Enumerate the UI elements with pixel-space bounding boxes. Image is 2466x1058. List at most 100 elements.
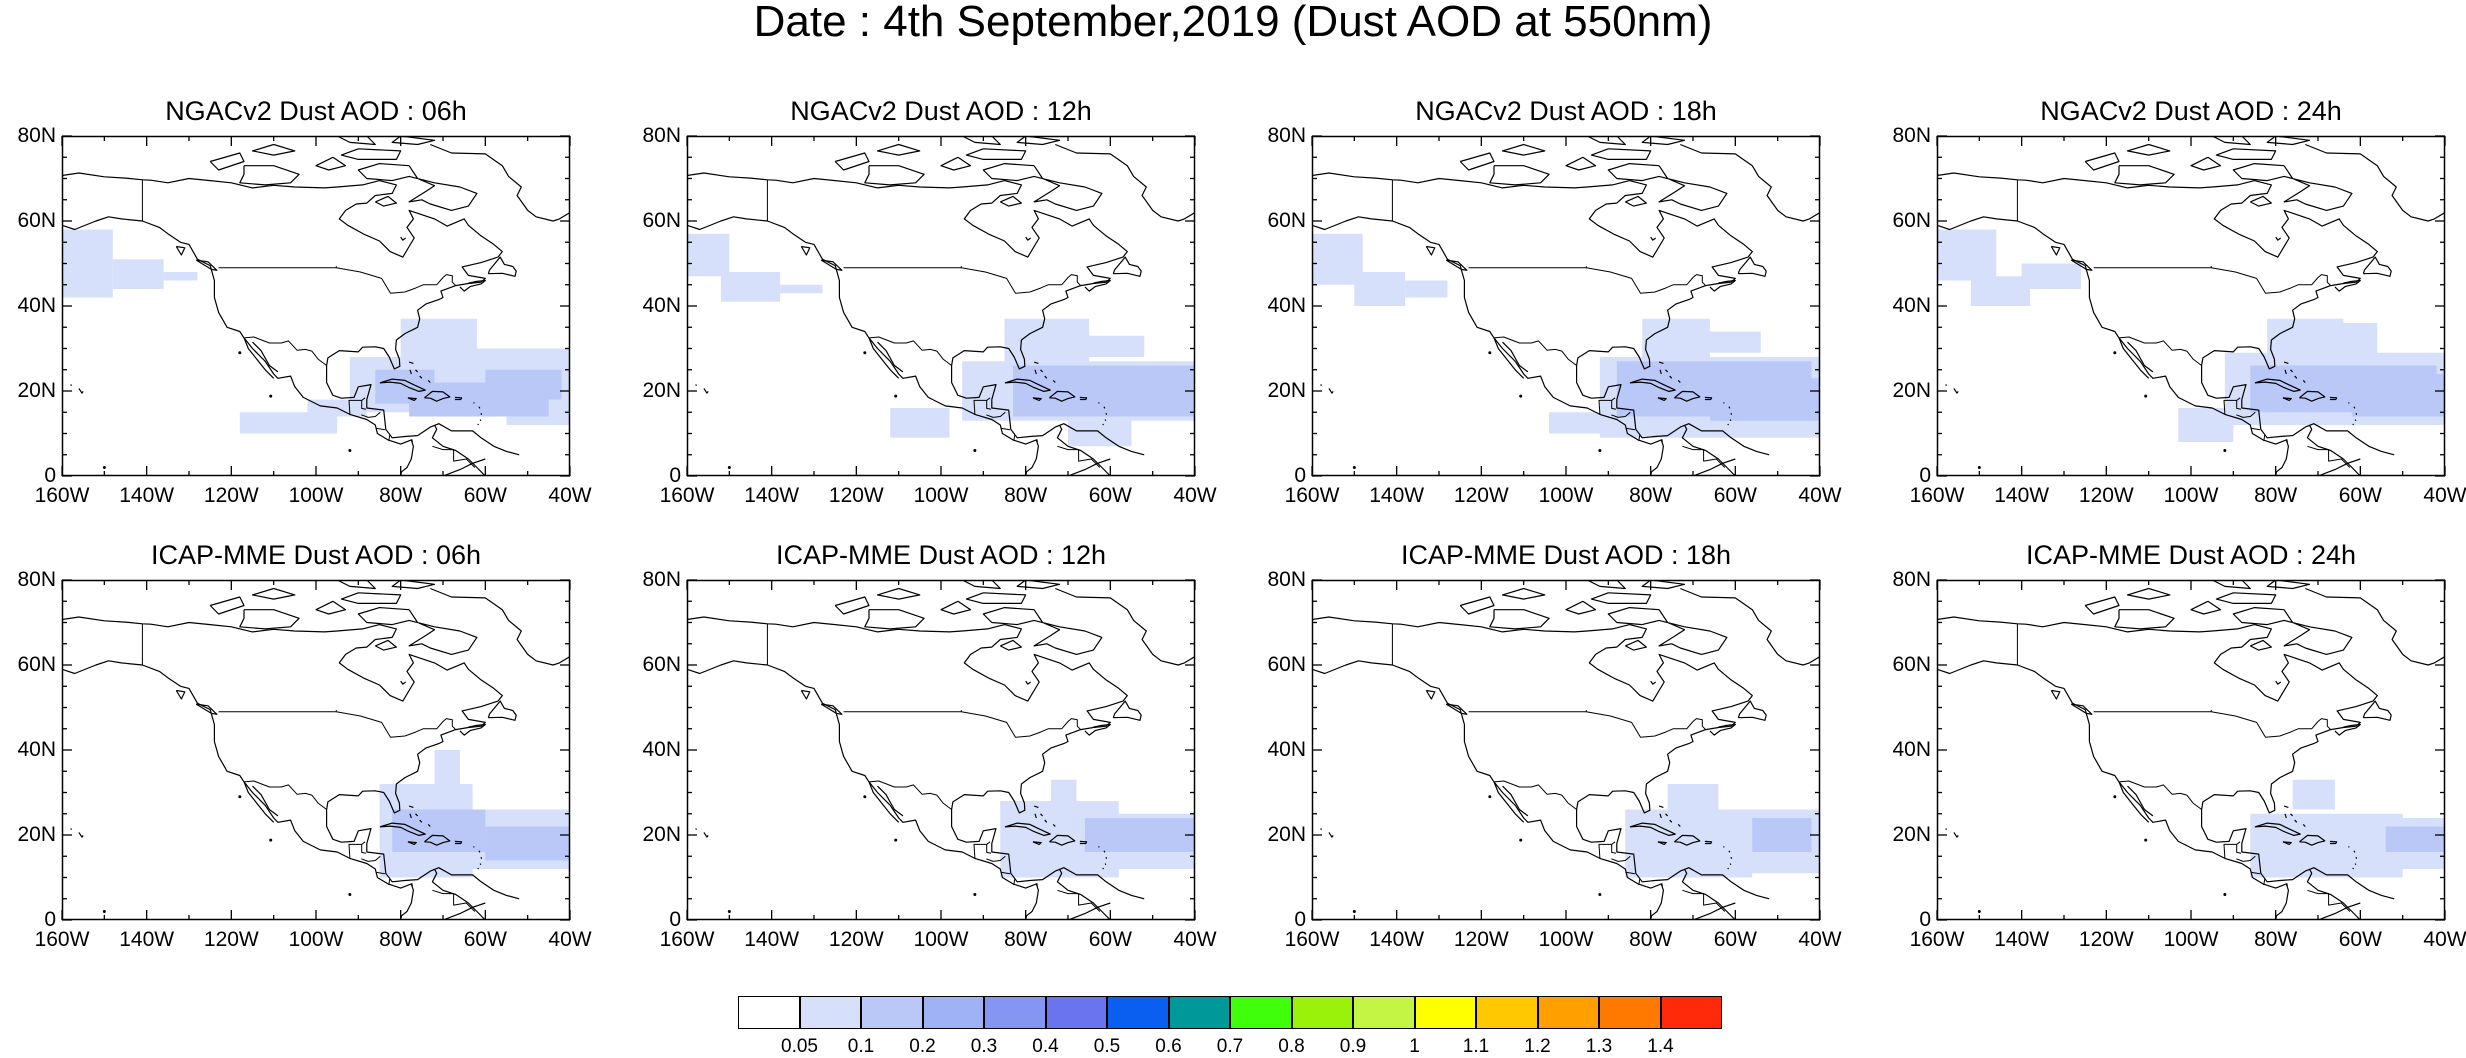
lon-label: 40W [548, 484, 592, 507]
lat-label: 60N [642, 209, 681, 232]
colorbar-label: 1.4 [1647, 1036, 1674, 1057]
dust-aod-patch [1093, 382, 1174, 408]
lon-label: 120W [828, 484, 884, 507]
lon-label: 140W [1994, 928, 2050, 951]
lat-label: 40N [17, 738, 56, 761]
lat-label: 40N [1892, 738, 1931, 761]
panel-title: NGACv2 Dust AOD : 06h [165, 96, 467, 126]
lat-label: 20N [1892, 379, 1931, 402]
lat-label: 40N [642, 738, 681, 761]
dust-aod-patch [780, 284, 823, 294]
dust-aod-patch [1752, 818, 1812, 852]
colorbar-swatch [1168, 996, 1230, 1029]
lat-label: 60N [1267, 653, 1306, 676]
lon-label: 100W [2163, 484, 2219, 507]
colorbar-swatch [738, 996, 800, 1029]
lat-label: 0 [669, 464, 681, 487]
dust-aod-patch [62, 229, 113, 298]
dust-aod-patch [1354, 272, 1406, 306]
map-plot [61, 579, 571, 921]
lon-label: 100W [288, 928, 344, 951]
lon-label: 40W [548, 928, 592, 951]
colorbar-swatch [1660, 996, 1722, 1029]
lat-label: 20N [642, 379, 681, 402]
lon-label: 60W [463, 484, 507, 507]
colorbar-swatch [861, 996, 923, 1029]
dust-aod-patch [1693, 331, 1761, 353]
lon-label: 160W [1284, 484, 1340, 507]
lat-label: 40N [642, 294, 681, 317]
lon-label: 60W [1713, 928, 1757, 951]
main-title: Date : 4th September,2019 (Dust AOD at 5… [753, 0, 1713, 46]
lon-label: 40W [1173, 928, 1217, 951]
colorbar-swatch [1537, 996, 1599, 1029]
colorbar-swatch [1291, 996, 1353, 1029]
lon-label: 40W [1798, 928, 1842, 951]
map-panel-3: NGACv2 Dust AOD : 18h 80N 60N 40N 20N 0 160W 14… [1267, 96, 1932, 576]
colorbar-label: 1.1 [1462, 1036, 1490, 1057]
lon-label: 160W [659, 928, 715, 951]
dust-aod-patch [1051, 779, 1077, 801]
lon-label: 80W [1004, 484, 1048, 507]
lon-label: 120W [203, 484, 259, 507]
dust-aod-patch [1068, 335, 1145, 357]
lon-label: 80W [1004, 928, 1048, 951]
colorbar-label: 0.2 [909, 1036, 936, 1057]
map-panel-2: NGACv2 Dust AOD : 12h 80N 60N 40N 20N 0 160W 14… [642, 96, 1307, 576]
dust-aod-patch [687, 233, 730, 277]
lat-label: 0 [44, 908, 56, 931]
lon-label: 160W [34, 484, 90, 507]
dust-aod-patch [2301, 323, 2378, 357]
colorbar-swatch [1476, 996, 1538, 1029]
lat-label: 60N [17, 653, 56, 676]
lat-label: 60N [1267, 209, 1306, 232]
lat-label: 0 [1294, 464, 1306, 487]
map-plot [61, 135, 571, 477]
panel-title: ICAP-MME Dust AOD : 18h [1400, 540, 1732, 570]
dust-aod-patch [2292, 779, 2335, 810]
lon-label: 80W [2254, 484, 2298, 507]
map-plot [686, 579, 1196, 921]
lat-label: 20N [1267, 379, 1306, 402]
dust-aod-patch [2351, 374, 2445, 417]
dust-aod-patch [1667, 784, 1719, 810]
lon-label: 120W [2078, 928, 2134, 951]
dust-aod-patch [1549, 412, 1609, 434]
dust-aod-patch [720, 272, 781, 302]
dust-aod-patch [239, 412, 338, 434]
lon-label: 80W [379, 484, 423, 507]
colorbar-label: 0.3 [970, 1036, 998, 1057]
lat-label: 40N [1267, 738, 1306, 761]
lon-label: 140W [119, 484, 175, 507]
map-plot [1311, 579, 1821, 921]
colorbar-swatch [1599, 996, 1661, 1029]
lat-label: 60N [642, 653, 681, 676]
colorbar-label: 0.05 [781, 1036, 818, 1057]
colorbar-swatch [1353, 996, 1415, 1029]
lat-label: 0 [1919, 908, 1931, 931]
panel-title: NGACv2 Dust AOD : 24h [2040, 96, 2342, 126]
lat-label: 80N [1267, 568, 1306, 591]
panel-title: NGACv2 Dust AOD : 18h [1415, 96, 1717, 126]
lat-label: 60N [1892, 209, 1931, 232]
colorbar-label: 1.3 [1585, 1036, 1613, 1057]
colorbar-label: 0.7 [1216, 1036, 1244, 1057]
colorbar-label: 1.2 [1524, 1036, 1551, 1057]
lon-label: 60W [2338, 484, 2382, 507]
colorbar-label: 1 [1409, 1036, 1420, 1057]
dust-aod-patch [1937, 229, 1997, 281]
dust-aod-patch [485, 369, 562, 400]
colorbar-swatch [799, 996, 861, 1029]
lon-label: 100W [288, 484, 344, 507]
panel-title: ICAP-MME Dust AOD : 24h [2025, 540, 2357, 570]
lon-label: 120W [1453, 484, 1509, 507]
lon-label: 140W [744, 484, 800, 507]
colorbar-swatch [984, 996, 1046, 1029]
lon-label: 80W [1629, 928, 1673, 951]
map-plot [1936, 135, 2446, 477]
map-plot [1311, 135, 1821, 477]
panel-title: NGACv2 Dust AOD : 12h [790, 96, 1092, 126]
dust-aod-patch [1068, 420, 1132, 447]
lat-label: 80N [1892, 568, 1931, 591]
lat-label: 40N [1267, 294, 1306, 317]
